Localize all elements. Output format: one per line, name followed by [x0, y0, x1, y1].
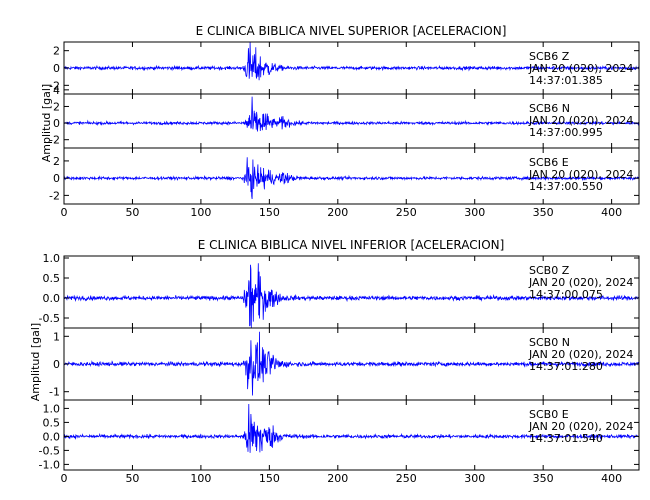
- y-tick-label: 4: [53, 84, 60, 97]
- y-tick-label: 1.0: [43, 402, 61, 415]
- record-time: 14:37:00.995: [529, 126, 603, 139]
- x-tick-label: 200: [327, 206, 348, 219]
- station-label: SCB0 E: [529, 408, 569, 421]
- record-time: 14:37:00.075: [529, 288, 603, 301]
- x-tick-label: 400: [601, 472, 622, 485]
- y-tick-label: -1: [49, 386, 60, 399]
- x-tick-label: 0: [61, 206, 68, 219]
- record-time: 14:37:01.540: [529, 432, 603, 445]
- waveform-trace: [63, 41, 640, 81]
- waveform-trace: [63, 331, 640, 396]
- record-date: JAN 20 (020), 2024: [528, 62, 633, 75]
- record-date: JAN 20 (020), 2024: [528, 348, 633, 361]
- chart-title: E CLINICA BIBLICA NIVEL SUPERIOR [ACELER…: [196, 24, 507, 38]
- y-tick-label: 0.5: [43, 416, 61, 429]
- record-date: JAN 20 (020), 2024: [528, 168, 633, 181]
- upper-level-chart: E CLINICA BIBLICA NIVEL SUPERIOR [ACELER…: [40, 24, 640, 219]
- y-tick-label: 2: [53, 155, 60, 168]
- lower-level-chart: E CLINICA BIBLICA NIVEL INFERIOR [ACELER…: [29, 238, 640, 485]
- y-tick-label: 0: [53, 358, 60, 371]
- x-tick-label: 100: [190, 472, 211, 485]
- y-axis-label: Amplitud [gal]: [29, 323, 42, 401]
- y-tick-label: 2: [53, 45, 60, 58]
- x-tick-label: 300: [464, 206, 485, 219]
- y-tick-label: 1.0: [43, 252, 61, 265]
- x-tick-label: 150: [259, 472, 280, 485]
- y-tick-label: -0.5: [39, 444, 60, 457]
- x-tick-label: 0: [61, 472, 68, 485]
- y-tick-label: 0.0: [43, 430, 61, 443]
- chart-title: E CLINICA BIBLICA NIVEL INFERIOR [ACELER…: [198, 238, 505, 252]
- station-label: SCB0 N: [529, 336, 570, 349]
- y-tick-label: -1.0: [39, 458, 60, 471]
- record-date: JAN 20 (020), 2024: [528, 420, 633, 433]
- y-tick-label: 0.5: [43, 272, 61, 285]
- x-tick-label: 100: [190, 206, 211, 219]
- y-tick-label: -2: [49, 189, 60, 202]
- y-tick-label: 0: [53, 62, 60, 75]
- x-tick-label: 250: [396, 206, 417, 219]
- x-tick-label: 300: [464, 472, 485, 485]
- x-tick-label: 400: [601, 206, 622, 219]
- y-tick-label: -0.5: [39, 312, 60, 325]
- y-tick-label: 0: [53, 172, 60, 185]
- record-date: JAN 20 (020), 2024: [528, 276, 633, 289]
- x-tick-label: 250: [396, 472, 417, 485]
- y-tick-label: 0.0: [43, 292, 61, 305]
- waveform-trace: [63, 263, 640, 329]
- x-tick-label: 150: [259, 206, 280, 219]
- station-label: SCB6 Z: [529, 50, 570, 63]
- station-label: SCB6 E: [529, 156, 569, 169]
- x-tick-label: 50: [125, 206, 139, 219]
- waveform-trace: [63, 96, 640, 132]
- record-time: 14:37:01.385: [529, 74, 603, 87]
- record-date: JAN 20 (020), 2024: [528, 114, 633, 127]
- x-tick-label: 50: [125, 472, 139, 485]
- station-label: SCB6 N: [529, 102, 570, 115]
- record-time: 14:37:00.550: [529, 180, 603, 193]
- station-label: SCB0 Z: [529, 264, 570, 277]
- x-tick-label: 200: [327, 472, 348, 485]
- y-tick-label: 2: [53, 100, 60, 113]
- y-tick-label: 1: [53, 330, 60, 343]
- x-tick-label: 350: [533, 472, 554, 485]
- record-time: 14:37:01.280: [529, 360, 603, 373]
- x-tick-label: 350: [533, 206, 554, 219]
- panel-frame: [63, 399, 640, 471]
- waveform-trace: [63, 157, 640, 200]
- y-tick-label: -2: [49, 134, 60, 147]
- y-axis-label: Amplitud [gal]: [40, 84, 53, 162]
- y-tick-label: -2: [49, 79, 60, 92]
- panel-frame: [63, 147, 640, 205]
- y-tick-label: 0: [53, 117, 60, 130]
- waveform-trace: [63, 403, 640, 453]
